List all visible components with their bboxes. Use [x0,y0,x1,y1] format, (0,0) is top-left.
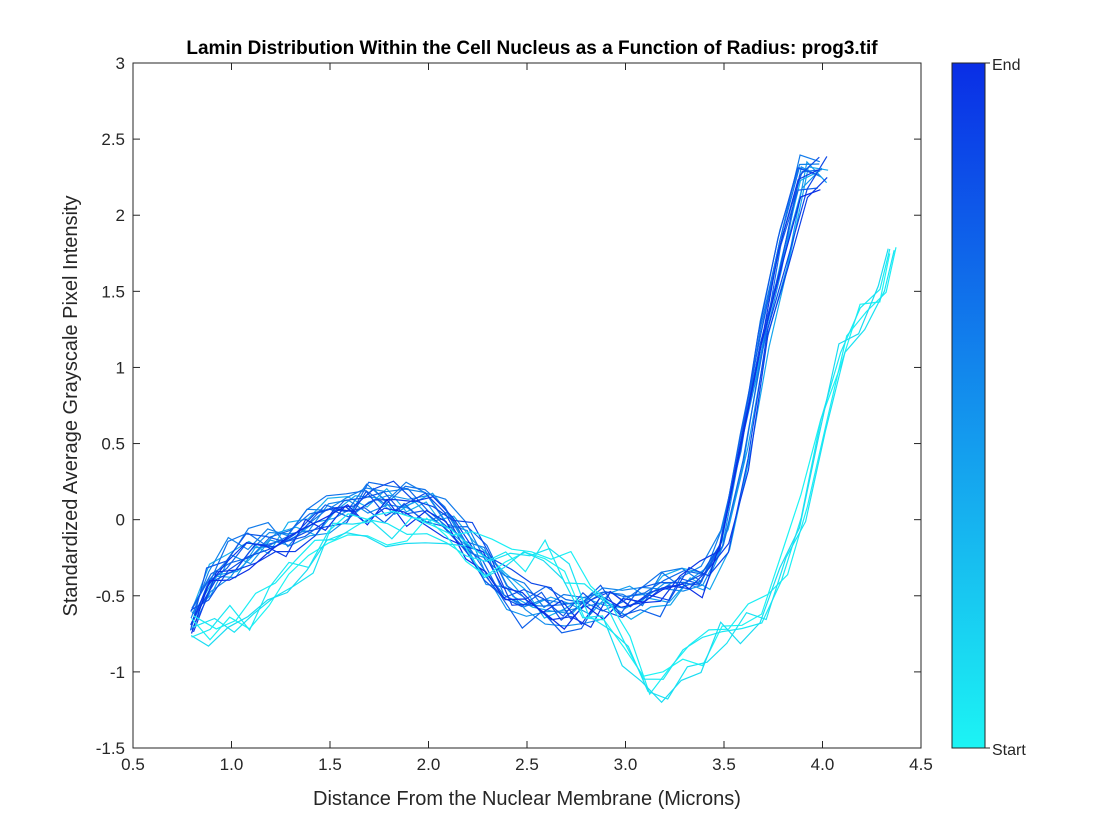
colorbar: End Start [951,57,1026,759]
x-tick-label: 1.0 [220,755,244,774]
series-line [192,250,895,700]
x-tick-label: 2.5 [515,755,539,774]
series-line [190,169,819,626]
series-line [191,253,891,677]
x-tick-label: 4.5 [909,755,933,774]
x-tick-label: 0.5 [121,755,145,774]
y-tick-label: 2.5 [101,130,125,149]
series-line [193,247,897,696]
x-tick-label: 3.5 [712,755,736,774]
x-tick-label: 4.0 [811,755,835,774]
y-axis-label: Standardized Average Grayscale Pixel Int… [60,196,82,617]
colorbar-start-label: Start [992,742,1026,759]
series-line [190,189,821,634]
y-tick-label: 2 [116,206,125,225]
y-tick-label: -1.5 [96,739,125,758]
y-tick-label: -1 [110,663,125,682]
chart-title: Lamin Distribution Within the Cell Nucle… [186,38,878,59]
colorbar-gradient [951,62,986,749]
y-tick-label: 1 [116,358,125,377]
x-axis-label: Distance From the Nuclear Membrane (Micr… [313,788,741,810]
y-tick-label: -0.5 [96,587,125,606]
plot-frame [132,62,922,749]
series-line [191,167,823,617]
colorbar-end-label: End [992,57,1020,74]
series-line [192,176,828,633]
x-tick-label: 2.0 [417,755,441,774]
plot-area: 0.5 1.0 1.5 2.0 2.5 3.0 3.5 4.0 4.5 -1.5 -1 -0.5 0 0.… [96,54,933,774]
x-tick-label: 3.0 [614,755,638,774]
y-tick-label: 0.5 [101,435,125,454]
x-tick-label: 1.5 [318,755,342,774]
series-line [189,167,818,631]
y-tick-label: 1.5 [101,282,125,301]
series-line [190,248,889,704]
y-tick-label: 0 [116,511,125,530]
y-tick-label: 3 [116,54,125,73]
